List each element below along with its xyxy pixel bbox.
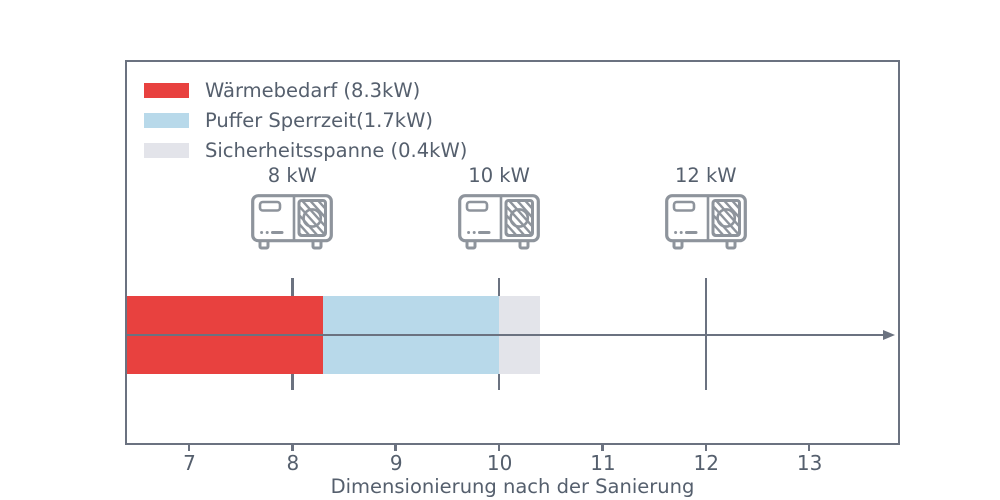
legend-swatch-puffer-sperrzeit <box>144 112 189 128</box>
x-tick <box>394 444 397 451</box>
pump-size-label: 8 kW <box>267 164 317 187</box>
legend-swatch-sicherheitsspanne <box>144 142 189 158</box>
legend-item-puffer-sperrzeit: Puffer Sperrzeit(1.7kW) <box>144 105 467 135</box>
legend-item-waermebedarf: Wärmebedarf (8.3kW) <box>144 75 467 105</box>
legend-item-sicherheitsspanne: Sicherheitsspanne (0.4kW) <box>144 135 467 165</box>
heat-pump-icon <box>664 194 747 250</box>
plot-area: Wärmebedarf (8.3kW) Puffer Sperrzeit(1.7… <box>125 60 900 451</box>
legend-label-puffer-sperrzeit: Puffer Sperrzeit(1.7kW) <box>205 108 433 132</box>
legend-label-sicherheitsspanne: Sicherheitsspanne (0.4kW) <box>205 138 468 162</box>
x-tick <box>497 444 501 451</box>
x-axis-line <box>127 329 895 340</box>
x-tick <box>807 444 811 451</box>
x-tick-label: 12 <box>693 451 719 475</box>
pump-size-label: 10 kW <box>468 164 530 187</box>
x-tick <box>187 444 191 451</box>
x-tick-label: 7 <box>183 451 196 475</box>
x-tick <box>601 444 604 451</box>
x-tick-label: 10 <box>486 451 513 475</box>
pump-size-label: 12 kW <box>674 164 737 187</box>
x-axis-title: Dimensionierung nach der Sanierung <box>330 475 695 498</box>
x-tick-label: 9 <box>389 451 403 475</box>
legend-swatch-waermebedarf <box>144 82 189 98</box>
right-arrow-icon <box>883 329 895 340</box>
x-tick-label: 13 <box>796 451 823 475</box>
heat-pump-icon <box>251 194 334 250</box>
x-tick-label: 11 <box>590 451 616 475</box>
legend: Wärmebedarf (8.3kW) Puffer Sperrzeit(1.7… <box>144 75 467 165</box>
x-tick <box>704 444 708 451</box>
legend-label-waermebedarf: Wärmebedarf (8.3kW) <box>205 78 421 102</box>
x-tick-label: 8 <box>286 451 300 475</box>
heat-pump-icon <box>458 194 540 250</box>
x-tick <box>291 444 294 451</box>
